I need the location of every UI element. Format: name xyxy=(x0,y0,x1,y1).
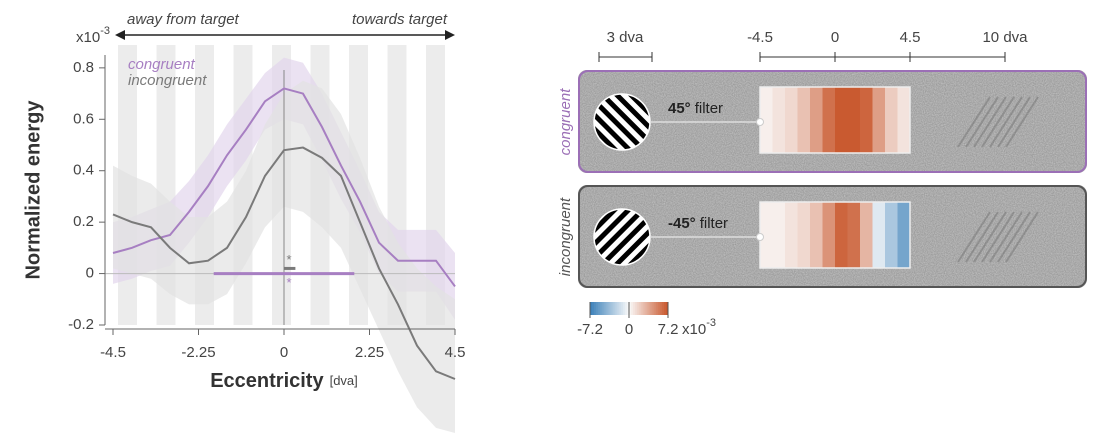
y-tick-label: 0 xyxy=(86,265,94,282)
filter-angle: -45° xyxy=(668,215,696,232)
y-tick-label: 0.2 xyxy=(73,213,94,230)
heatmap-column xyxy=(773,202,786,268)
colorbar-tick-label: 7.2 xyxy=(658,321,679,338)
x-tick-label: -4.5 xyxy=(100,344,126,361)
colorbar-tick-label: 0 xyxy=(625,321,633,338)
arrow-head xyxy=(115,30,125,40)
scale-label: 3 dva xyxy=(607,29,644,46)
x-tick-label: -2.25 xyxy=(181,344,215,361)
ruler-label: 10 dva xyxy=(982,29,1028,46)
heatmap-column xyxy=(785,87,798,153)
annotation: away from target xyxy=(127,11,240,28)
x-tick-label: 4.5 xyxy=(445,344,466,361)
legend-entry: incongruent xyxy=(128,72,207,89)
multiplier-base: x10 xyxy=(76,29,100,46)
y-tick-label: 0.8 xyxy=(73,59,94,76)
figure: Normalized energy * * -0.2 0 0.2 0.4 0.6 0.8 -4.… xyxy=(0,0,1100,434)
heatmap-column xyxy=(848,202,861,268)
heatmap-column xyxy=(860,202,873,268)
ruler-label: 4.5 xyxy=(900,29,921,46)
x-axis-title: Eccentricity xyxy=(210,370,324,392)
filter-word: filter xyxy=(695,100,723,117)
panel-label: incongruent xyxy=(557,197,574,276)
filter-angle: 45° xyxy=(668,100,691,117)
heatmap-column xyxy=(773,87,786,153)
heatmap-column xyxy=(823,87,836,153)
colorbar-unit-exp: -3 xyxy=(706,317,716,329)
heatmap-column xyxy=(835,87,848,153)
heatmap-column xyxy=(885,202,898,268)
heatmap-column xyxy=(835,202,848,268)
heatmap-column xyxy=(848,87,861,153)
ruler-label: -4.5 xyxy=(747,29,773,46)
significance-star: * xyxy=(286,275,291,290)
arrow-head xyxy=(445,30,455,40)
connector-dot xyxy=(757,234,764,241)
colorbar-tick-label: -7.2 xyxy=(577,321,603,338)
x-tick-label: 2.25 xyxy=(355,344,384,361)
annotation: towards target xyxy=(352,11,448,28)
heatmap-column xyxy=(860,87,873,153)
y-axis-label: Normalized energy xyxy=(22,100,44,280)
heatmap-column xyxy=(785,202,798,268)
heatmap-column xyxy=(798,202,811,268)
filter-word: filter xyxy=(700,215,728,232)
x-axis-unit: [dva] xyxy=(330,373,358,388)
y-tick-label: 0.4 xyxy=(73,162,94,179)
colorbar-unit: x10-3 xyxy=(682,317,716,338)
heatmap-column xyxy=(873,202,886,268)
multiplier-exp: -3 xyxy=(100,25,110,37)
heatmap-column xyxy=(823,202,836,268)
heatmap-column xyxy=(810,87,823,153)
heatmap-column xyxy=(898,87,911,153)
connector-dot xyxy=(757,119,764,126)
ruler-label: 0 xyxy=(831,29,839,46)
significance-star: * xyxy=(286,252,291,267)
legend-entry: congruent xyxy=(128,56,196,73)
axis-multiplier: x10-3 xyxy=(76,25,110,46)
filter-label: 45°filter xyxy=(668,100,723,117)
heatmap-column xyxy=(898,202,911,268)
heatmap-column xyxy=(885,87,898,153)
x-axis-label: Eccentricity [dva] xyxy=(210,370,358,392)
heatmap-column xyxy=(798,87,811,153)
y-tick-label: 0.6 xyxy=(73,110,94,127)
panel-label: congruent xyxy=(557,88,574,156)
colorbar-unit-base: x10 xyxy=(682,321,706,338)
x-tick-label: 0 xyxy=(280,344,288,361)
y-tick-label: -0.2 xyxy=(68,316,94,333)
heatmap-column xyxy=(810,202,823,268)
heatmap-column xyxy=(873,87,886,153)
